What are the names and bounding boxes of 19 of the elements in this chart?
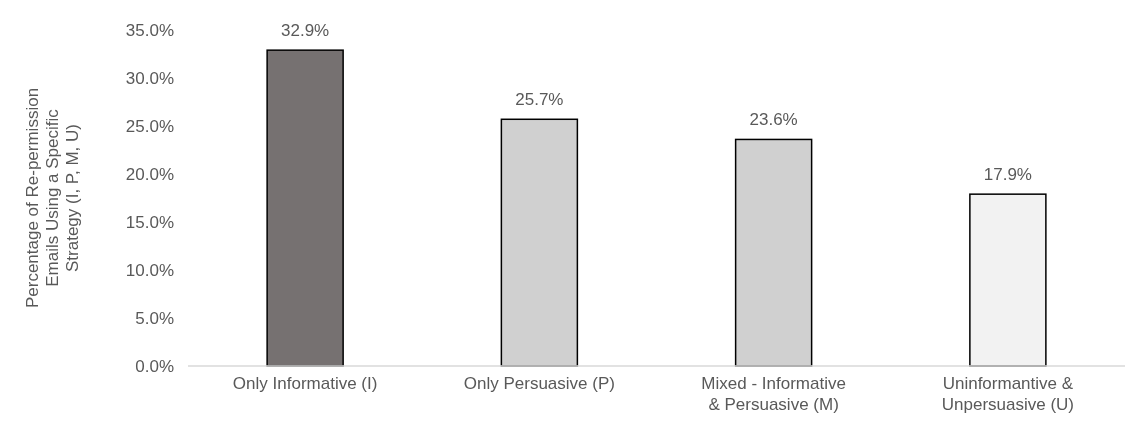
y-tick-label: 15.0% [125, 212, 174, 232]
data-label: 17.9% [983, 165, 1032, 185]
x-tick-label: Mixed - Informative & Persuasive (M) [701, 374, 846, 414]
y-tick-label: 0.0% [135, 356, 174, 376]
x-tick-label: Only Informative (I) [232, 374, 378, 393]
data-label: 25.7% [515, 90, 564, 110]
y-tick-label: 25.0% [125, 116, 174, 136]
x-tick-label: Uninformantive & Unpersuasive (U) [941, 374, 1075, 414]
y-tick-label: 5.0% [135, 308, 174, 328]
x-tick-label: Only Persuasive (P) [463, 374, 615, 393]
data-label: 32.9% [281, 21, 330, 41]
bar [266, 49, 344, 367]
y-tick-label: 10.0% [125, 260, 174, 280]
bar [969, 193, 1047, 367]
data-label: 23.6% [749, 110, 798, 130]
y-tick-label: 30.0% [125, 68, 174, 88]
y-axis-title: Percentage of Re-permission Emails Using a Specific Strategy (I, P, M, U) [23, 87, 82, 309]
y-tick-label: 20.0% [125, 164, 174, 184]
y-tick-label: 35.0% [125, 20, 174, 40]
